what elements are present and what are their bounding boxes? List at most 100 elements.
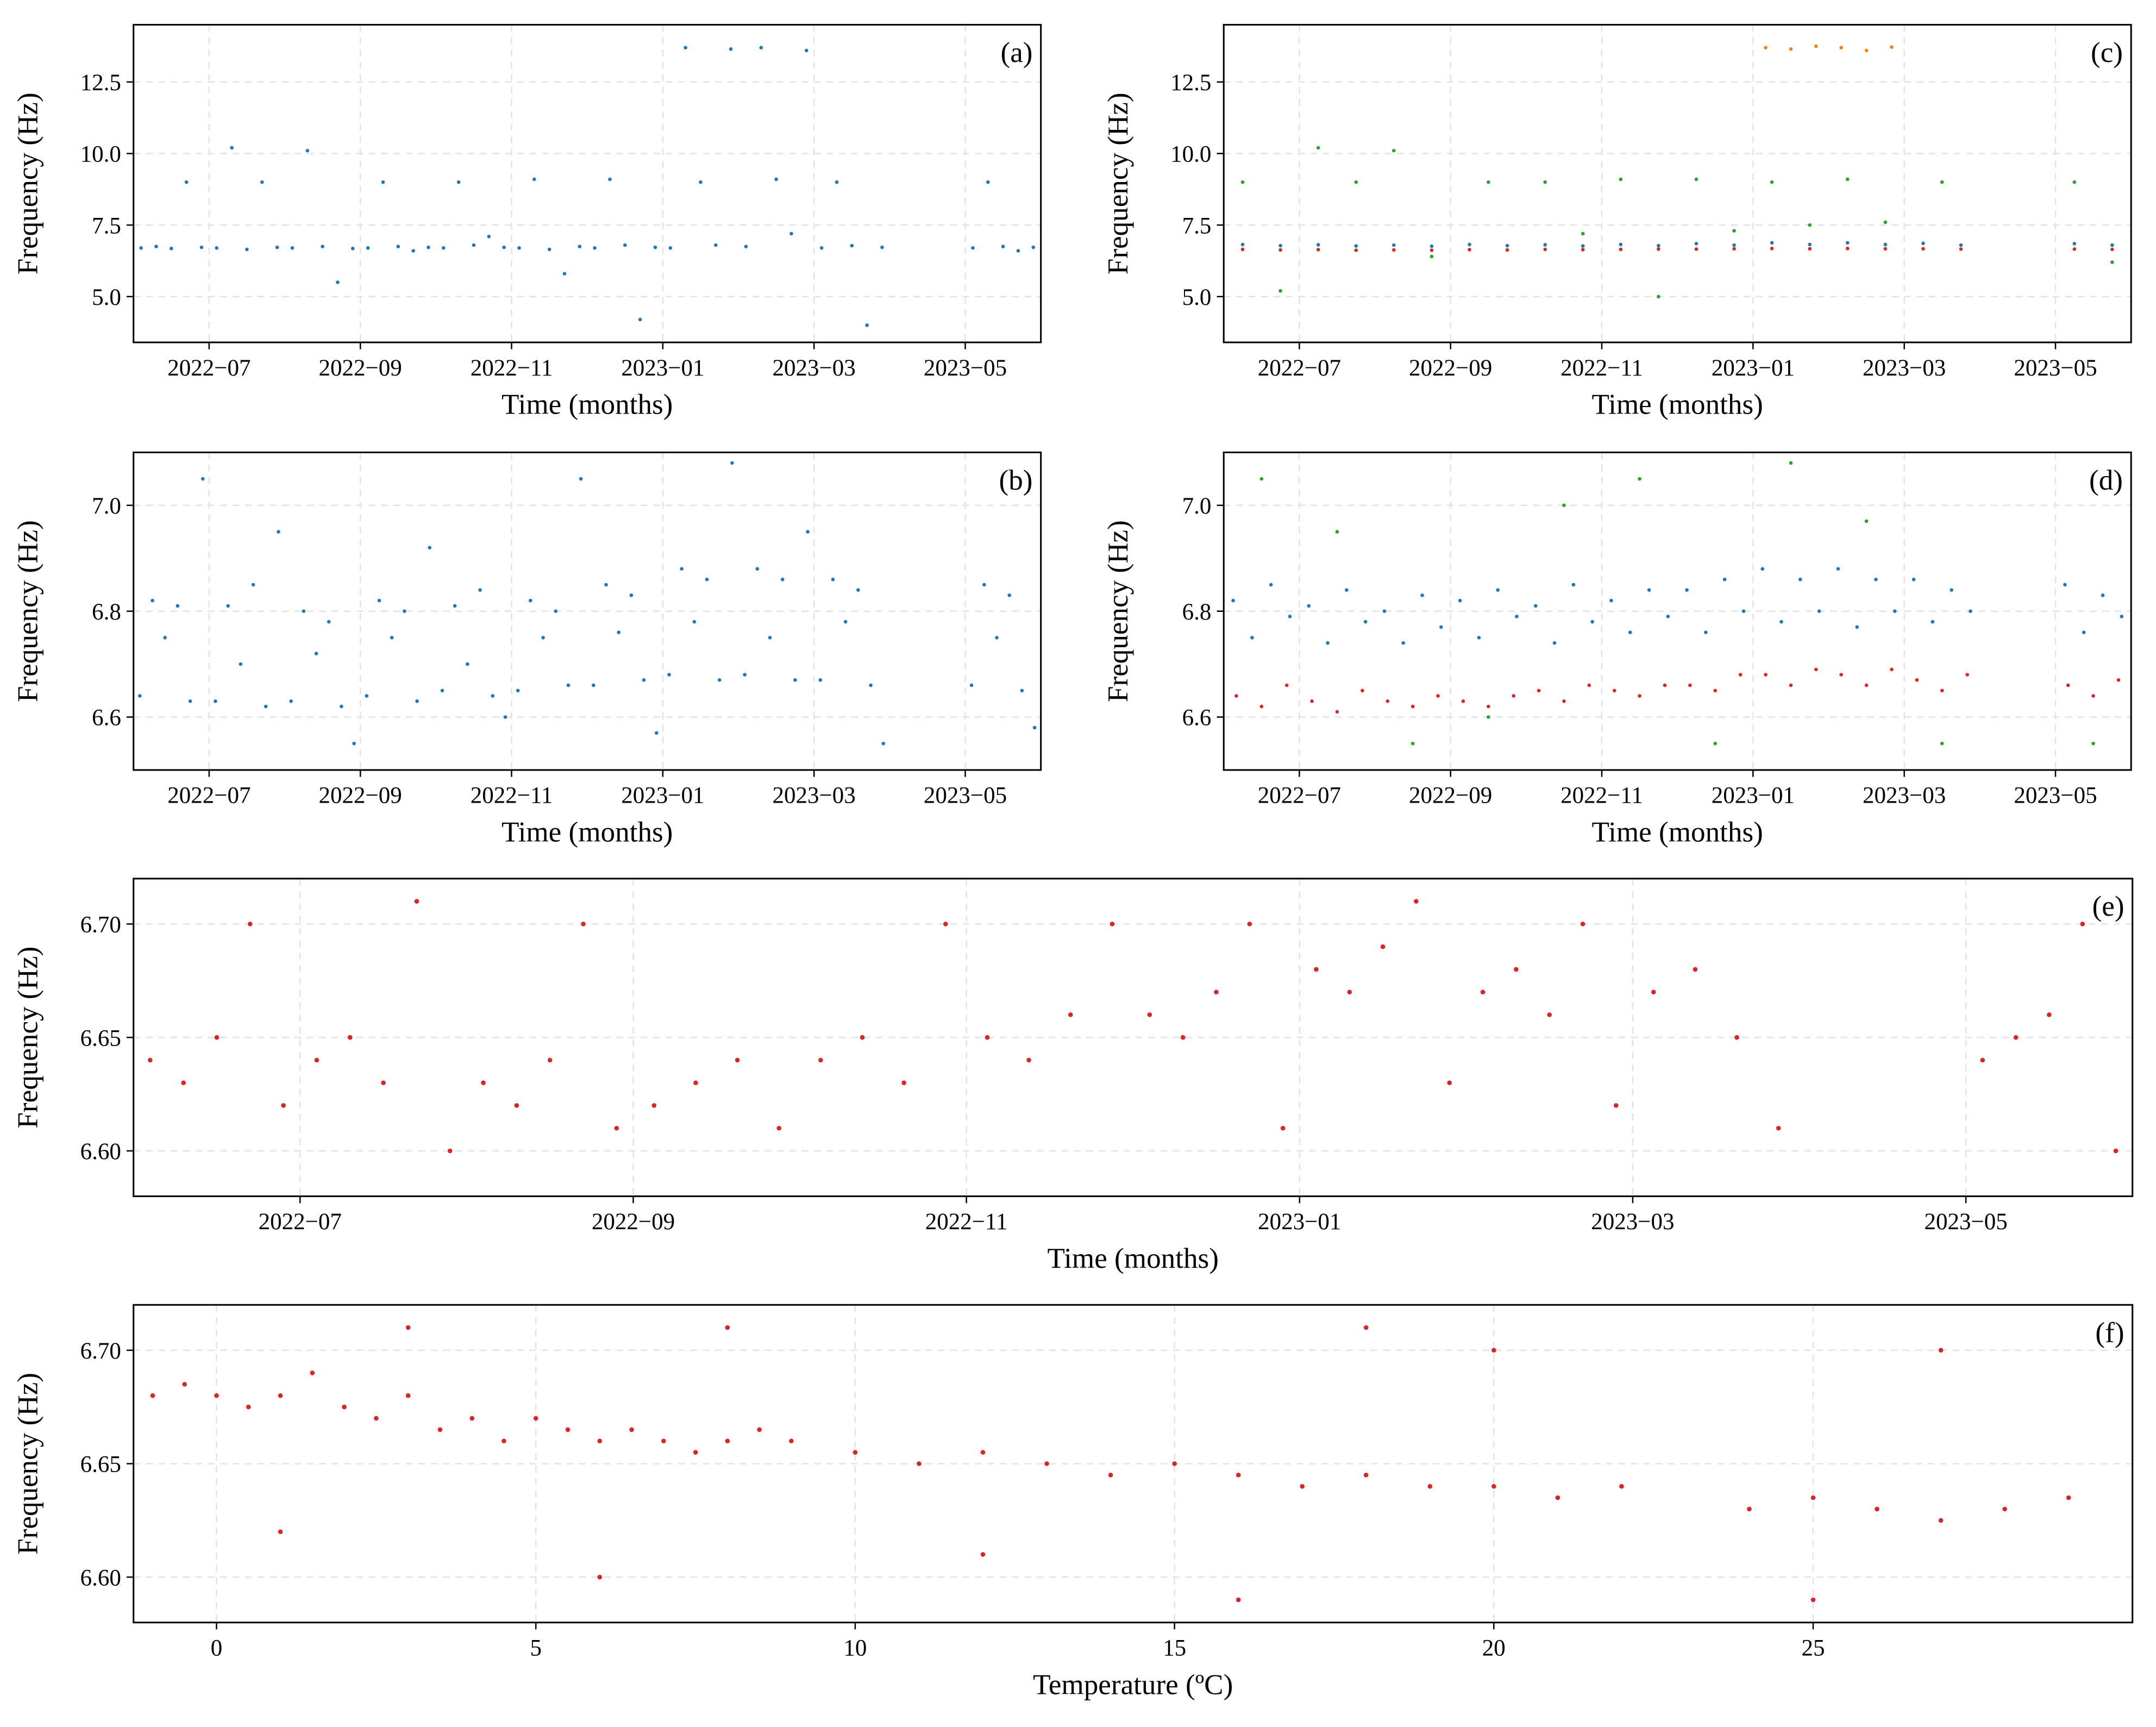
data-point: [199, 245, 204, 249]
data-point: [1382, 609, 1387, 613]
y-axis-label: Frequency (Hz): [1102, 92, 1134, 274]
x-tick-label: 2023−05: [2014, 783, 2097, 809]
data-point: [2091, 741, 2095, 746]
data-point: [453, 604, 457, 608]
data-point: [1480, 990, 1486, 994]
data-point: [759, 46, 763, 49]
data-point: [1461, 699, 1465, 703]
data-point: [1380, 944, 1386, 949]
y-tick-label: 5.0: [1182, 285, 1212, 310]
data-point: [1798, 577, 1802, 581]
panel-label: (c): [2091, 37, 2123, 68]
data-point: [215, 246, 219, 250]
data-point: [472, 243, 476, 247]
y-tick-label: 5.0: [92, 285, 121, 310]
data-point: [1638, 694, 1641, 698]
data-point: [1581, 248, 1585, 252]
data-point: [1911, 577, 1916, 581]
data-point: [668, 246, 673, 250]
data-point: [1969, 609, 1972, 613]
data-point: [1940, 689, 1944, 693]
data-point: [1764, 673, 1768, 677]
x-tick-label: 2023−05: [2014, 355, 2097, 381]
y-tick-label: 6.60: [80, 1565, 121, 1591]
data-point: [541, 636, 545, 640]
data-point: [1693, 967, 1698, 972]
x-tick-label: 2023−01: [1258, 1209, 1341, 1235]
data-point: [1543, 247, 1547, 252]
data-point: [310, 1371, 315, 1375]
data-point: [441, 246, 446, 250]
data-point: [744, 245, 748, 248]
data-point: [597, 1574, 603, 1580]
data-point: [1846, 177, 1850, 182]
data-point: [1619, 1484, 1624, 1489]
data-point: [1874, 577, 1878, 581]
data-point: [1890, 45, 1894, 49]
data-point: [2116, 678, 2121, 682]
data-point: [1236, 1597, 1241, 1603]
data-point: [1921, 247, 1925, 251]
data-point: [1354, 180, 1358, 184]
data-point: [516, 689, 520, 693]
x-axis-label: Time (months): [1592, 389, 1763, 421]
data-point: [680, 567, 684, 571]
x-tick-label: 2022−11: [471, 783, 553, 809]
data-point: [1491, 1484, 1496, 1489]
data-point: [1491, 1348, 1496, 1353]
data-point: [1147, 1012, 1152, 1017]
data-point: [1764, 46, 1768, 49]
data-point: [1436, 694, 1440, 698]
data-point: [340, 704, 343, 709]
data-point: [481, 1080, 486, 1085]
data-point: [843, 620, 848, 624]
x-axis-label: Time (months): [502, 389, 673, 421]
data-point: [730, 461, 734, 465]
data-point: [251, 583, 255, 587]
y-axis-label: Frequency (Hz): [12, 947, 44, 1129]
data-point: [986, 180, 990, 184]
data-point: [305, 148, 310, 153]
data-point: [1430, 248, 1434, 252]
data-point: [1180, 1035, 1186, 1040]
data-point: [901, 1080, 906, 1085]
data-point: [566, 683, 571, 687]
data-point: [1316, 146, 1320, 150]
panel-label: (d): [2089, 465, 2123, 496]
x-tick-label: 2022−11: [1560, 355, 1643, 381]
data-point: [819, 246, 824, 250]
data-point: [651, 1103, 657, 1108]
data-point: [1533, 604, 1538, 608]
data-point: [1447, 1080, 1452, 1085]
x-tick-label: 2022−07: [167, 355, 250, 381]
data-point: [1316, 243, 1320, 247]
data-point: [2101, 593, 2105, 597]
data-point: [1386, 699, 1390, 703]
data-point: [1940, 180, 1944, 184]
data-point: [1240, 180, 1245, 184]
data-point: [214, 1035, 220, 1040]
data-point: [200, 477, 205, 481]
data-point: [1657, 247, 1660, 251]
panel-label: (f): [2095, 1317, 2124, 1349]
plot-frame: [133, 1304, 2134, 1624]
data-point: [1439, 625, 1443, 629]
data-point: [1505, 243, 1509, 248]
data-point: [1609, 598, 1613, 603]
data-point: [1486, 180, 1490, 184]
data-point: [768, 636, 772, 640]
plot-frame: [1223, 24, 2132, 343]
data-point: [1789, 461, 1793, 465]
x-tick-label: 2023−05: [924, 783, 1007, 809]
x-tick-label: 2022−09: [319, 783, 402, 809]
y-tick-label: 6.60: [80, 1139, 121, 1165]
data-point: [1814, 44, 1818, 48]
x-tick-label: 2023−01: [621, 355, 704, 381]
data-point: [314, 1058, 319, 1063]
data-point: [351, 247, 355, 251]
y-axis-label: Frequency (Hz): [1102, 520, 1134, 702]
x-tick-label: 15: [1163, 1635, 1186, 1661]
y-tick-label: 7.0: [1182, 493, 1212, 519]
data-point: [565, 1427, 571, 1432]
data-point: [776, 1125, 782, 1131]
